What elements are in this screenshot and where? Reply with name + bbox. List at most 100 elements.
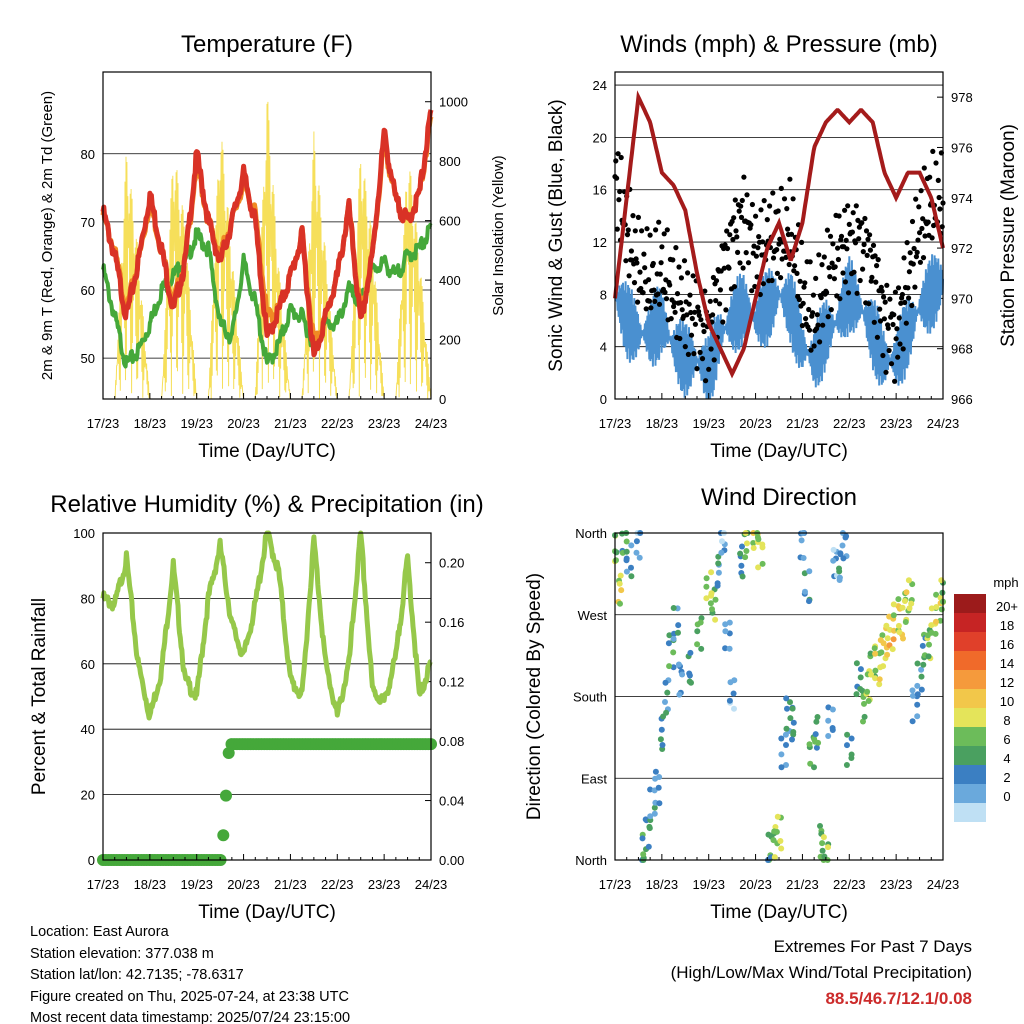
direction-point	[787, 699, 793, 706]
direction-point	[676, 691, 683, 698]
gust-point	[887, 296, 893, 302]
gust-point	[671, 300, 678, 306]
y2-tick-label-temp-4: 800	[439, 154, 461, 169]
direction-point	[871, 645, 878, 652]
direction-point	[857, 674, 864, 681]
direction-point	[715, 569, 722, 576]
gust-point	[843, 237, 849, 243]
direction-point	[914, 713, 921, 720]
y-tick-label-wind-3: 12	[593, 235, 607, 250]
direction-point	[646, 823, 653, 830]
direction-point	[815, 739, 822, 746]
extremes-subtitle: (High/Low/Max Wind/Total Precipitation)	[670, 963, 972, 982]
gust-point	[827, 274, 833, 280]
gust-point	[748, 222, 754, 228]
x-tick-label-temp-2: 19/23	[180, 416, 213, 431]
gust-point	[844, 246, 850, 252]
x-tick-label-rh-2: 19/23	[180, 877, 213, 892]
y2-tick-label-wind-0: 966	[951, 392, 973, 407]
gust-point	[903, 320, 909, 326]
direction-point	[647, 813, 654, 820]
gust-point	[717, 287, 724, 293]
gust-point	[802, 280, 808, 286]
direction-point	[783, 742, 789, 748]
gust-point	[895, 354, 901, 360]
direction-point	[750, 540, 757, 546]
gust-point	[630, 213, 636, 219]
gust-point	[713, 278, 720, 284]
direction-point	[726, 645, 733, 652]
gust-point	[692, 321, 699, 327]
gust-point	[788, 231, 795, 237]
gust-point	[656, 301, 663, 307]
gust-point	[707, 298, 713, 304]
gust-point	[818, 295, 824, 301]
direction-point	[790, 731, 797, 738]
gust-point	[656, 219, 662, 225]
gust-point	[842, 207, 848, 213]
gust-point	[865, 236, 871, 242]
direction-point	[903, 589, 910, 596]
gust-point	[694, 366, 700, 372]
gust-point	[697, 349, 703, 355]
panel-title-dir: Wind Direction	[701, 484, 857, 511]
direction-point	[686, 672, 693, 679]
direction-point	[817, 823, 823, 829]
gust-point	[878, 284, 884, 290]
x-tick-label-wind-6: 23/23	[880, 416, 913, 431]
gust-point	[749, 201, 756, 208]
gust-point	[711, 357, 717, 363]
gust-point	[883, 369, 889, 375]
direction-point	[938, 606, 945, 613]
gust-point	[810, 292, 817, 298]
gust-point	[696, 312, 702, 318]
direction-point	[645, 843, 652, 850]
y-tick-label-dir-3: West	[578, 608, 608, 623]
gust-point	[733, 228, 739, 234]
direction-point	[663, 709, 670, 716]
y-axis-label-temp: 2m & 9m T (Red, Orange) & 2m Td (Green)	[39, 91, 56, 380]
gust-point	[770, 190, 776, 196]
gust-point	[874, 334, 881, 340]
x-tick-label-dir-2: 19/23	[692, 877, 725, 892]
direction-point	[901, 598, 908, 604]
direction-point	[829, 706, 836, 713]
gust-point	[692, 309, 698, 315]
gust-point	[698, 317, 704, 323]
y-tick-label-rh-4: 80	[81, 591, 95, 606]
gust-point	[914, 249, 920, 255]
direction-point	[908, 600, 915, 607]
colorbar-swatch-7	[954, 727, 986, 746]
gust-point	[720, 319, 726, 325]
gust-point	[842, 279, 849, 285]
y-tick-label-wind-6: 24	[593, 78, 607, 93]
direction-point	[783, 725, 790, 732]
gust-point	[646, 298, 653, 304]
gust-point	[831, 276, 838, 282]
x-tick-label-rh-3: 20/23	[227, 877, 260, 892]
extremes-title: Extremes For Past 7 Days	[773, 937, 972, 956]
y2-tick-label-temp-0: 0	[439, 392, 446, 407]
gust-point	[881, 316, 888, 322]
gust-point	[663, 296, 670, 302]
direction-point	[651, 810, 658, 817]
gust-point	[799, 239, 805, 245]
direction-point	[836, 574, 843, 581]
direction-point	[925, 653, 932, 660]
gust-point	[751, 243, 757, 249]
x-tick-label-dir-7: 24/23	[927, 877, 960, 892]
direction-point	[800, 555, 807, 561]
direction-point	[628, 542, 635, 549]
x-tick-label-rh-5: 22/23	[321, 877, 354, 892]
direction-point	[636, 554, 643, 561]
series-relative-humidity	[100, 530, 433, 721]
direction-point	[707, 600, 714, 607]
extremes-values: 88.5/46.7/12.1/0.08	[825, 989, 972, 1008]
gust-point	[684, 312, 690, 318]
location-text: Location: East Aurora	[30, 924, 169, 940]
gust-point	[885, 325, 891, 331]
gust-point	[659, 244, 665, 250]
gust-point	[741, 174, 747, 180]
direction-point	[647, 786, 654, 793]
gust-point	[734, 234, 740, 240]
